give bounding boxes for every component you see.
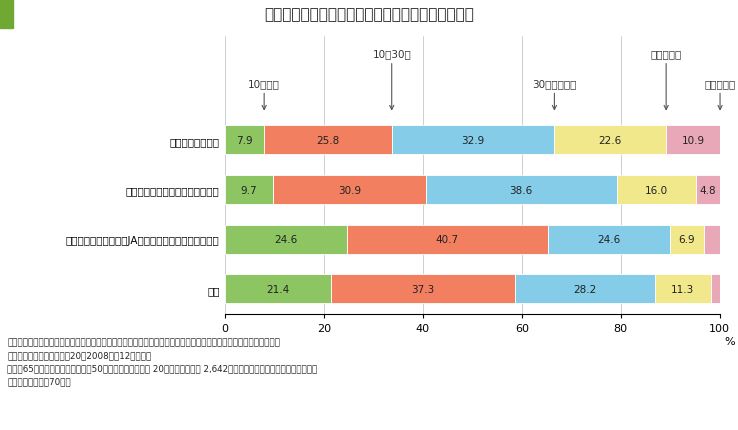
Bar (515, 275, 655, 304)
Bar (426, 176, 617, 204)
Text: 21.4: 21.4 (266, 284, 289, 294)
Text: 30分～１時間: 30分～１時間 (532, 79, 576, 111)
Bar (655, 275, 711, 304)
Bar (225, 176, 273, 204)
Text: 24.6: 24.6 (275, 235, 297, 245)
Bar (225, 275, 331, 304)
Bar (347, 225, 548, 254)
Bar (392, 126, 554, 155)
Text: 10.9: 10.9 (681, 135, 705, 145)
Bar (331, 275, 515, 304)
Text: 10～30分: 10～30分 (373, 49, 411, 111)
Text: 6.9: 6.9 (678, 235, 695, 245)
Bar (666, 126, 720, 155)
Bar (669, 225, 704, 254)
Text: 10分未満: 10分未満 (248, 79, 280, 111)
Text: １～２時間: １～２時間 (650, 49, 682, 111)
Bar (0, 0, 13, 29)
Bar (711, 275, 720, 304)
Bar (273, 176, 426, 204)
Text: 22.6: 22.6 (599, 135, 622, 145)
Text: 38.6: 38.6 (510, 185, 533, 195)
Text: %: % (725, 336, 735, 346)
Text: 16.0: 16.0 (645, 185, 668, 195)
Text: ２時間以上: ２時間以上 (704, 79, 736, 111)
Text: 図３－７　主な外出先への自宅からの片道移動時間: 図３－７ 主な外出先への自宅からの片道移動時間 (264, 7, 474, 22)
Text: 32.9: 32.9 (461, 135, 485, 145)
Text: 37.3: 37.3 (412, 284, 435, 294)
Text: 11.3: 11.3 (671, 284, 694, 294)
Bar (554, 126, 666, 155)
Bar (225, 126, 264, 155)
Text: 4.8: 4.8 (700, 185, 716, 195)
Text: 9.7: 9.7 (241, 185, 258, 195)
Bar (617, 176, 696, 204)
Bar (696, 176, 720, 204)
Text: 7.9: 7.9 (236, 135, 253, 145)
Text: 25.8: 25.8 (317, 135, 339, 145)
Bar (225, 225, 347, 254)
Bar (704, 225, 720, 254)
Text: 30.9: 30.9 (338, 185, 361, 195)
Text: 28.2: 28.2 (573, 284, 597, 294)
Bar (264, 126, 392, 155)
Text: 資料：国土交通省「人口減少・高齢化の進んだ集落等を対象とした「日常生活に関するアンケート調査」の集計結果
　　（中間報告）」（平成20（2008）年12月公表）: 資料：国土交通省「人口減少・高齢化の進んだ集落等を対象とした「日常生活に関するア… (7, 338, 318, 385)
Text: 24.6: 24.6 (597, 235, 621, 245)
Text: 40.7: 40.7 (435, 235, 459, 245)
Bar (548, 225, 669, 254)
